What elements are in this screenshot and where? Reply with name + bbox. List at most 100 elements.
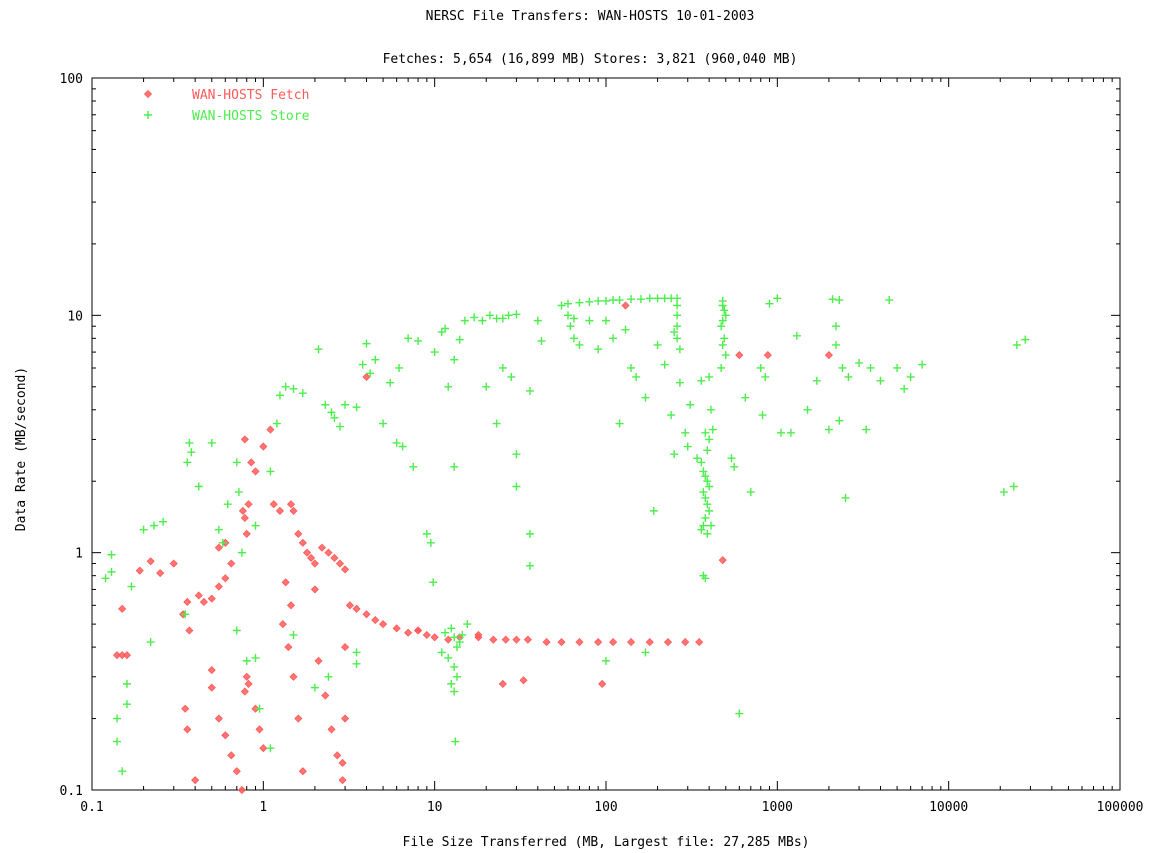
fetch-point	[183, 597, 192, 607]
series-store	[101, 294, 1030, 776]
store-point	[735, 709, 744, 718]
store-point	[450, 662, 459, 671]
fetch-point	[214, 543, 223, 552]
store-point	[266, 744, 275, 753]
store-point	[835, 416, 844, 425]
store-point	[667, 411, 676, 420]
axis-ticks	[91, 78, 1120, 791]
fetch-point	[598, 679, 607, 688]
fetch-point	[278, 620, 287, 629]
fetch-point	[286, 500, 296, 509]
store-point	[127, 582, 136, 591]
y-tick-label: 100	[60, 72, 83, 87]
store-point	[272, 419, 281, 428]
fetch-point	[362, 372, 371, 382]
fetch-point	[191, 776, 200, 785]
store-point	[330, 413, 339, 422]
fetch-point	[240, 513, 249, 523]
fetch-point	[289, 506, 298, 515]
fetch-point	[621, 301, 630, 310]
fetch-point	[824, 351, 833, 360]
store-point	[893, 363, 902, 372]
fetch-point	[645, 638, 654, 647]
store-point	[838, 363, 847, 372]
fetch-point	[286, 601, 296, 610]
x-tick-label: 100000	[1097, 800, 1144, 815]
fetch-point	[330, 553, 339, 563]
store-point	[718, 301, 727, 310]
axis-tick-labels: 0.1 1 10 100 1000 10000 100000 0.1 1 10 100	[60, 72, 1144, 815]
legend-label-fetch: WAN-HOSTS Fetch	[192, 88, 309, 103]
store-point	[699, 521, 708, 530]
store-point	[404, 334, 413, 343]
store-point	[358, 360, 367, 369]
store-point	[697, 376, 706, 385]
store-point	[352, 403, 361, 412]
store-point	[504, 311, 513, 320]
y-axis-label: Data Rate (MB/second)	[14, 367, 29, 531]
store-point	[627, 363, 636, 372]
store-point	[450, 633, 459, 642]
store-point	[371, 355, 380, 364]
store-point	[507, 372, 516, 381]
fetch-point	[594, 638, 603, 647]
store-point	[758, 411, 767, 420]
store-point	[451, 737, 460, 746]
store-point	[653, 340, 662, 349]
store-point	[281, 382, 290, 391]
store-point	[1009, 482, 1018, 491]
fetch-point	[221, 574, 230, 583]
store-point	[482, 382, 491, 391]
store-point	[609, 334, 618, 343]
store-point	[706, 405, 715, 414]
fetch-point	[255, 725, 264, 734]
fetch-point	[122, 651, 132, 660]
fetch-point	[345, 601, 354, 610]
store-point	[703, 477, 712, 486]
store-point	[255, 704, 264, 713]
data-marks	[101, 294, 1030, 795]
store-point	[452, 643, 461, 652]
fetch-point	[519, 676, 528, 685]
store-point	[792, 331, 801, 340]
store-point	[452, 672, 461, 681]
store-point	[718, 316, 727, 325]
store-point	[585, 316, 594, 325]
fetch-point	[194, 591, 203, 600]
fetch-point	[321, 691, 330, 700]
store-point	[563, 299, 572, 308]
store-point	[835, 296, 844, 305]
store-point	[632, 372, 641, 381]
chart-title: NERSC File Transfers: WAN-HOSTS 10-01-20…	[426, 9, 755, 24]
store-point	[113, 737, 122, 746]
store-point	[621, 325, 630, 334]
store-point	[492, 419, 501, 428]
fetch-point	[303, 548, 312, 557]
fetch-point	[444, 635, 453, 644]
store-point	[525, 386, 534, 395]
fetch-point	[214, 582, 223, 591]
store-point	[107, 550, 116, 559]
store-point	[705, 506, 714, 515]
store-point	[730, 462, 739, 471]
fetch-point	[240, 435, 249, 444]
store-point	[470, 313, 479, 322]
x-tick-label: 100	[594, 800, 617, 815]
store-point	[149, 521, 158, 530]
store-point	[455, 638, 464, 647]
fetch-point	[609, 638, 618, 647]
store-point	[458, 630, 467, 639]
store-point	[429, 578, 438, 587]
store-point	[232, 626, 241, 635]
y-tick-label: 0.1	[60, 784, 83, 799]
fetch-point	[626, 638, 636, 647]
store-point	[673, 294, 682, 303]
store-point	[876, 376, 885, 385]
store-point	[414, 336, 423, 345]
fetch-point	[242, 529, 251, 538]
store-point	[717, 322, 726, 331]
store-point	[673, 311, 682, 320]
store-point	[122, 679, 131, 688]
x-tick-label: 1	[259, 800, 267, 815]
